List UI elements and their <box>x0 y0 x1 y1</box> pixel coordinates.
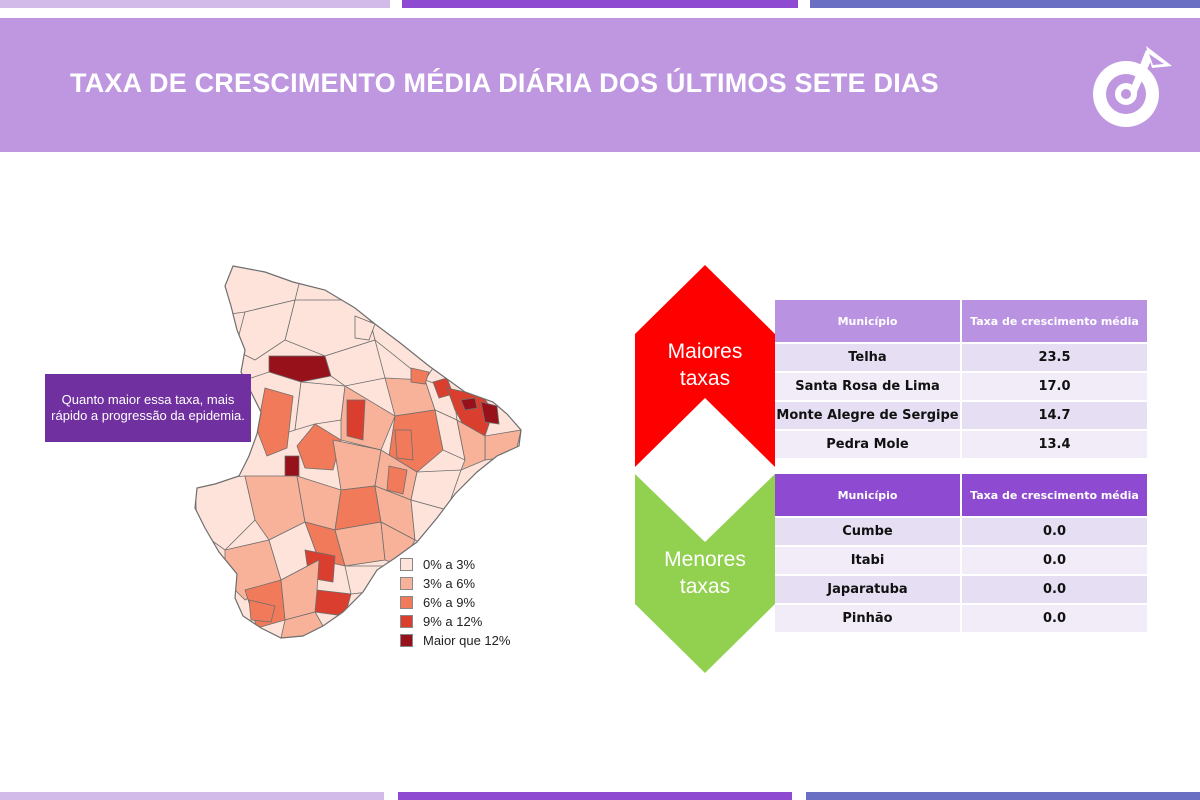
highest-rates-table: Município Taxa de crescimento média Telh… <box>775 300 1149 458</box>
legend-item: 0% a 3% <box>400 555 510 573</box>
sergipe-choropleth-map <box>194 265 522 639</box>
map-legend: 0% a 3% 3% a 6% 6% a 9% 9% a 12% Maior q… <box>400 555 510 650</box>
table-row: Pinhão 0.0 <box>775 603 1149 632</box>
top-bar-blue <box>810 0 1200 8</box>
legend-item: 9% a 12% <box>400 612 510 630</box>
municipality-cell: Monte Alegre de Sergipe <box>775 400 962 430</box>
legend-label: 0% a 3% <box>423 556 476 572</box>
title-banner: TAXA DE CRESCIMENTO MÉDIA DIÁRIA DOS ÚLT… <box>0 18 1200 152</box>
legend-label: 6% a 9% <box>423 594 476 610</box>
municipality-cell: Japaratuba <box>775 574 962 604</box>
column-header-rate: Taxa de crescimento média <box>961 300 1149 343</box>
table-row: Cumbe 0.0 <box>775 516 1149 546</box>
rate-cell: 0.0 <box>961 603 1149 632</box>
municipality-cell: Cumbe <box>775 516 962 546</box>
high-rates-label-line1: Maiores <box>668 340 743 363</box>
bottom-accent-bars <box>0 792 1200 800</box>
bottom-bar-light <box>0 792 384 800</box>
table-header-row: Município Taxa de crescimento média <box>775 474 1149 517</box>
municipality-cell: Pinhão <box>775 603 962 632</box>
page-title: TAXA DE CRESCIMENTO MÉDIA DIÁRIA DOS ÚLT… <box>70 68 939 98</box>
lowest-rates-table: Município Taxa de crescimento média Cumb… <box>775 474 1149 632</box>
bottom-bar-blue <box>806 792 1200 800</box>
column-header-municipio: Município <box>775 474 962 517</box>
rate-cell: 0.0 <box>961 545 1149 575</box>
legend-item: 6% a 9% <box>400 593 510 611</box>
rate-cell: 0.0 <box>961 516 1149 546</box>
legend-item: 3% a 6% <box>400 574 510 592</box>
legend-swatch <box>400 595 413 609</box>
legend-swatch <box>400 633 413 647</box>
rate-cell: 17.0 <box>961 371 1149 401</box>
legend-swatch <box>400 614 413 628</box>
low-rates-label-line2: taxas <box>680 575 730 598</box>
column-header-municipio: Município <box>775 300 962 343</box>
rate-cell: 23.5 <box>961 342 1149 372</box>
table-row: Pedra Mole 13.4 <box>775 429 1149 458</box>
legend-label: 3% a 6% <box>423 575 476 591</box>
legend-swatch <box>400 576 413 590</box>
municipality-cell: Pedra Mole <box>775 429 962 458</box>
low-rates-label-line1: Menores <box>664 548 746 571</box>
note-box: Quanto maior essa taxa, mais rápido a pr… <box>45 374 251 442</box>
table-row: Telha 23.5 <box>775 342 1149 372</box>
table-row: Japaratuba 0.0 <box>775 574 1149 604</box>
top-bar-purple <box>402 0 798 8</box>
high-rates-arrow <box>635 265 775 467</box>
municipality-map <box>185 260 535 650</box>
municipality-cell: Santa Rosa de Lima <box>775 371 962 401</box>
rate-cell: 13.4 <box>961 429 1149 458</box>
legend-item: Maior que 12% <box>400 631 510 649</box>
municipality-cell: Itabi <box>775 545 962 575</box>
table-header-row: Município Taxa de crescimento média <box>775 300 1149 343</box>
low-rates-arrow <box>635 474 775 673</box>
rank-arrows: Maiores taxas Menores taxas <box>635 265 775 673</box>
legend-swatch <box>400 557 413 571</box>
target-arrow-logo-icon <box>1093 46 1172 127</box>
rate-cell: 14.7 <box>961 400 1149 430</box>
municipality-cell: Telha <box>775 342 962 372</box>
note-text: Quanto maior essa taxa, mais rápido a pr… <box>51 392 245 423</box>
table-row: Santa Rosa de Lima 17.0 <box>775 371 1149 401</box>
table-row: Monte Alegre de Sergipe 14.7 <box>775 400 1149 430</box>
high-rates-label-line2: taxas <box>680 367 730 390</box>
legend-label: Maior que 12% <box>423 632 511 648</box>
top-accent-bars <box>0 0 1200 8</box>
top-bar-light <box>0 0 390 8</box>
rate-cell: 0.0 <box>961 574 1149 604</box>
column-header-rate: Taxa de crescimento média <box>961 474 1149 517</box>
bottom-bar-purple <box>398 792 792 800</box>
legend-label: 9% a 12% <box>423 613 483 629</box>
table-row: Itabi 0.0 <box>775 545 1149 575</box>
